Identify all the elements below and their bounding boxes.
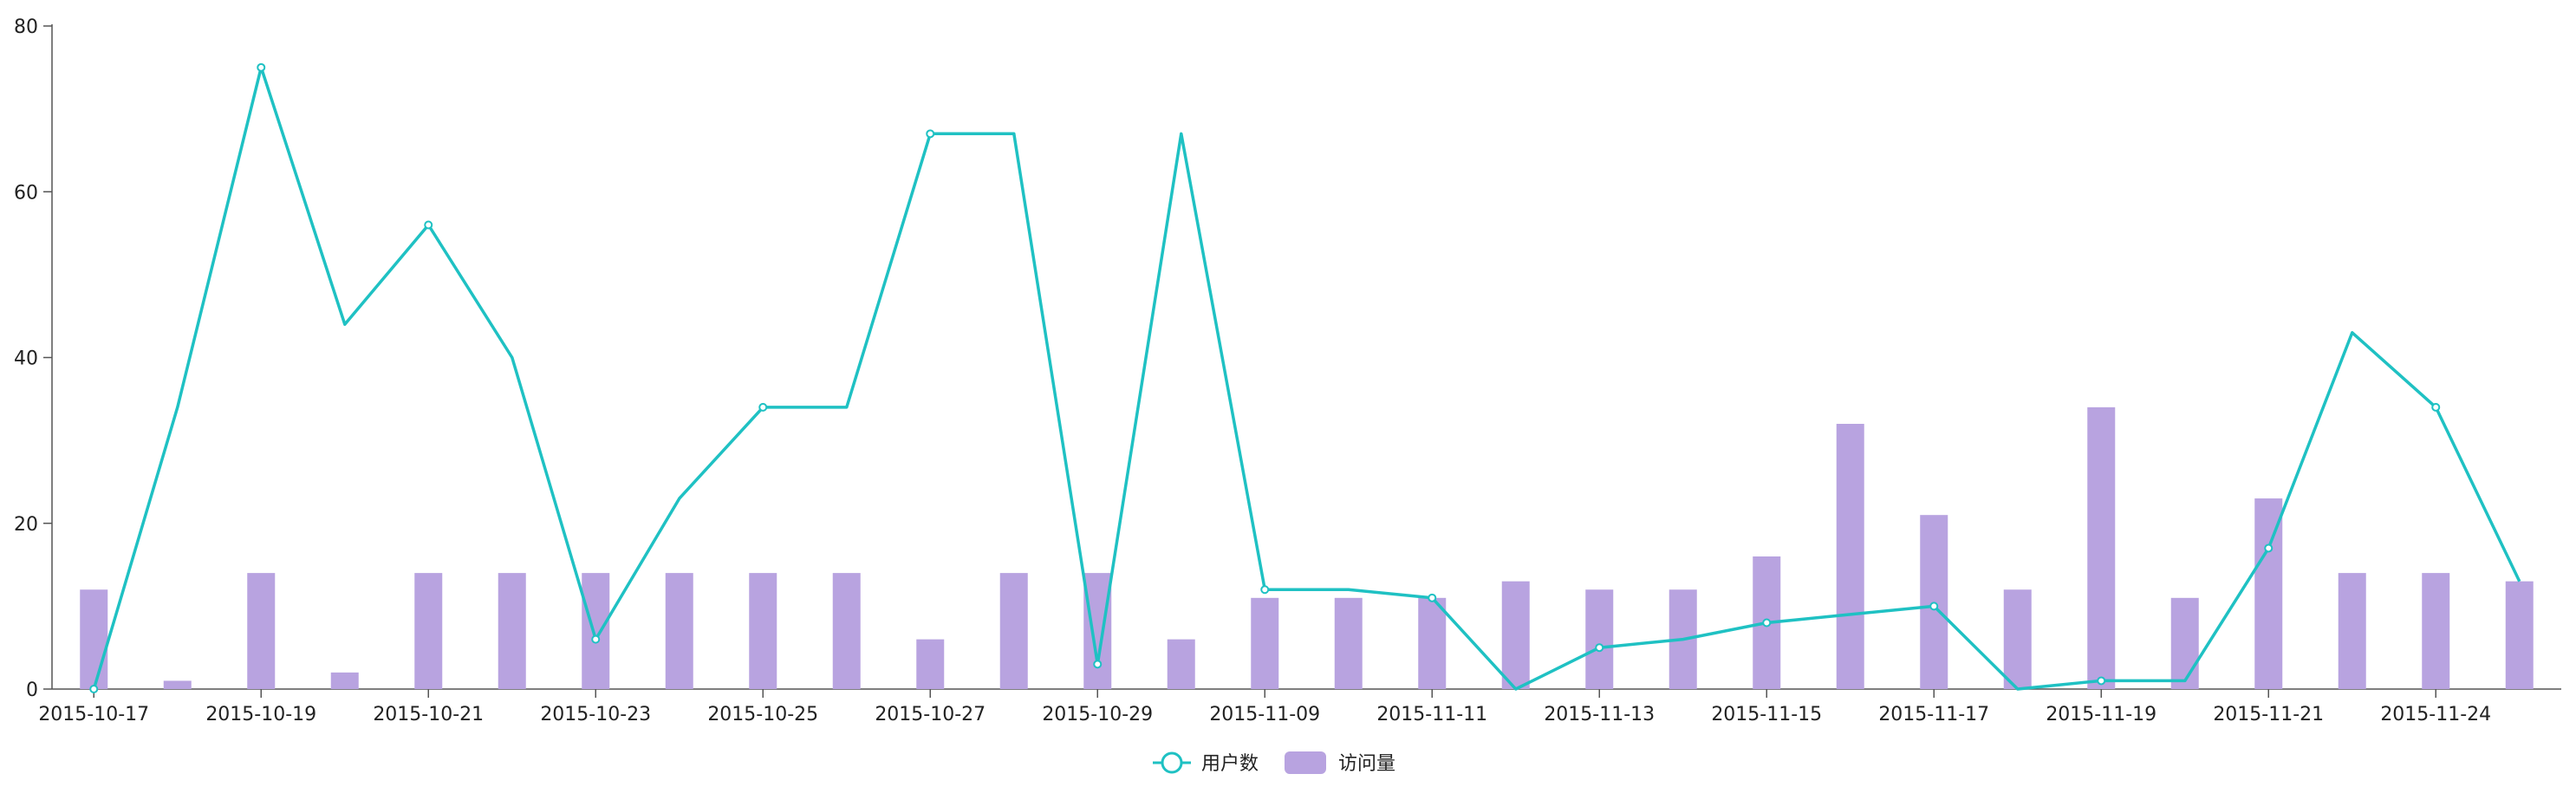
line-point [89,685,99,693]
x-tick-label: 2015-11-21 [2213,704,2324,725]
y-axis: 0 20 40 60 80 [14,16,53,701]
bar [1418,597,1447,689]
legend: 用户数 访问量 [1153,751,1395,775]
x-tick-label: 2015-11-24 [2380,704,2491,725]
x-tick-label: 2015-10-19 [205,704,316,725]
line-point [2431,402,2441,412]
bar [916,639,945,689]
legend-line-marker [1161,751,1183,774]
bar [2505,581,2534,689]
y-tick-label: 60 [14,182,38,204]
bar [2003,589,2032,689]
x-tick-label: 2015-11-17 [1878,704,1989,725]
bar [2254,498,2283,689]
line-point [257,62,266,72]
line-point [1762,618,1772,628]
bar [1334,597,1363,689]
x-tick-label: 2015-11-19 [2046,704,2156,725]
y-tick-label: 0 [26,680,38,701]
bar [2422,573,2450,689]
line-point [1595,643,1604,653]
bar [2338,573,2366,689]
legend-bar-swatch [1285,751,1326,774]
y-tick-label: 20 [14,514,38,536]
bar [163,680,192,689]
bar [2170,597,2199,689]
bar [1251,597,1279,689]
x-axis: 2015-10-17 2015-10-19 2015-10-21 2015-10-23… [38,688,2561,725]
bar [1083,573,1112,689]
line-point [591,634,601,644]
line-point [424,220,433,230]
x-tick-label: 2015-10-23 [540,704,651,725]
line-point [1093,660,1103,669]
bar-series-visits [80,407,2534,689]
x-tick-label: 2015-10-17 [38,704,149,725]
bar [832,573,861,689]
x-tick-label: 2015-11-13 [1544,704,1655,725]
line-point [1260,585,1270,595]
legend-label-users: 用户数 [1201,753,1259,775]
y-tick-label: 80 [14,16,38,38]
bar [498,573,526,689]
x-tick-label: 2015-11-15 [1711,704,1822,725]
x-tick-label: 2015-10-29 [1042,704,1153,725]
bar [999,573,1028,689]
bar [2087,407,2116,689]
y-tick-label: 40 [14,348,38,370]
line-point [2097,676,2106,686]
x-tick-label: 2015-10-27 [875,704,986,725]
x-tick-label: 2015-10-25 [707,704,818,725]
x-tick-label: 2015-10-21 [373,704,484,725]
line-point [758,402,768,412]
bar [414,573,443,689]
users-line [92,66,2521,691]
bar [80,589,108,689]
legend-label-visits: 访问量 [1338,753,1395,775]
line-point [1428,593,1437,602]
bar [749,573,777,689]
bar [665,573,693,689]
bar [1167,639,1195,689]
bar [582,573,610,689]
bar [330,672,359,689]
bar [247,573,276,689]
line-series-users [89,62,2521,693]
line-point [2264,543,2274,553]
bar [1836,424,1864,689]
line-point [1929,602,1939,611]
x-tick-label: 2015-11-09 [1209,704,1320,725]
line-point [926,129,935,139]
bar [1501,581,1530,689]
bar [1585,589,1614,689]
x-tick-label: 2015-11-11 [1376,704,1487,725]
